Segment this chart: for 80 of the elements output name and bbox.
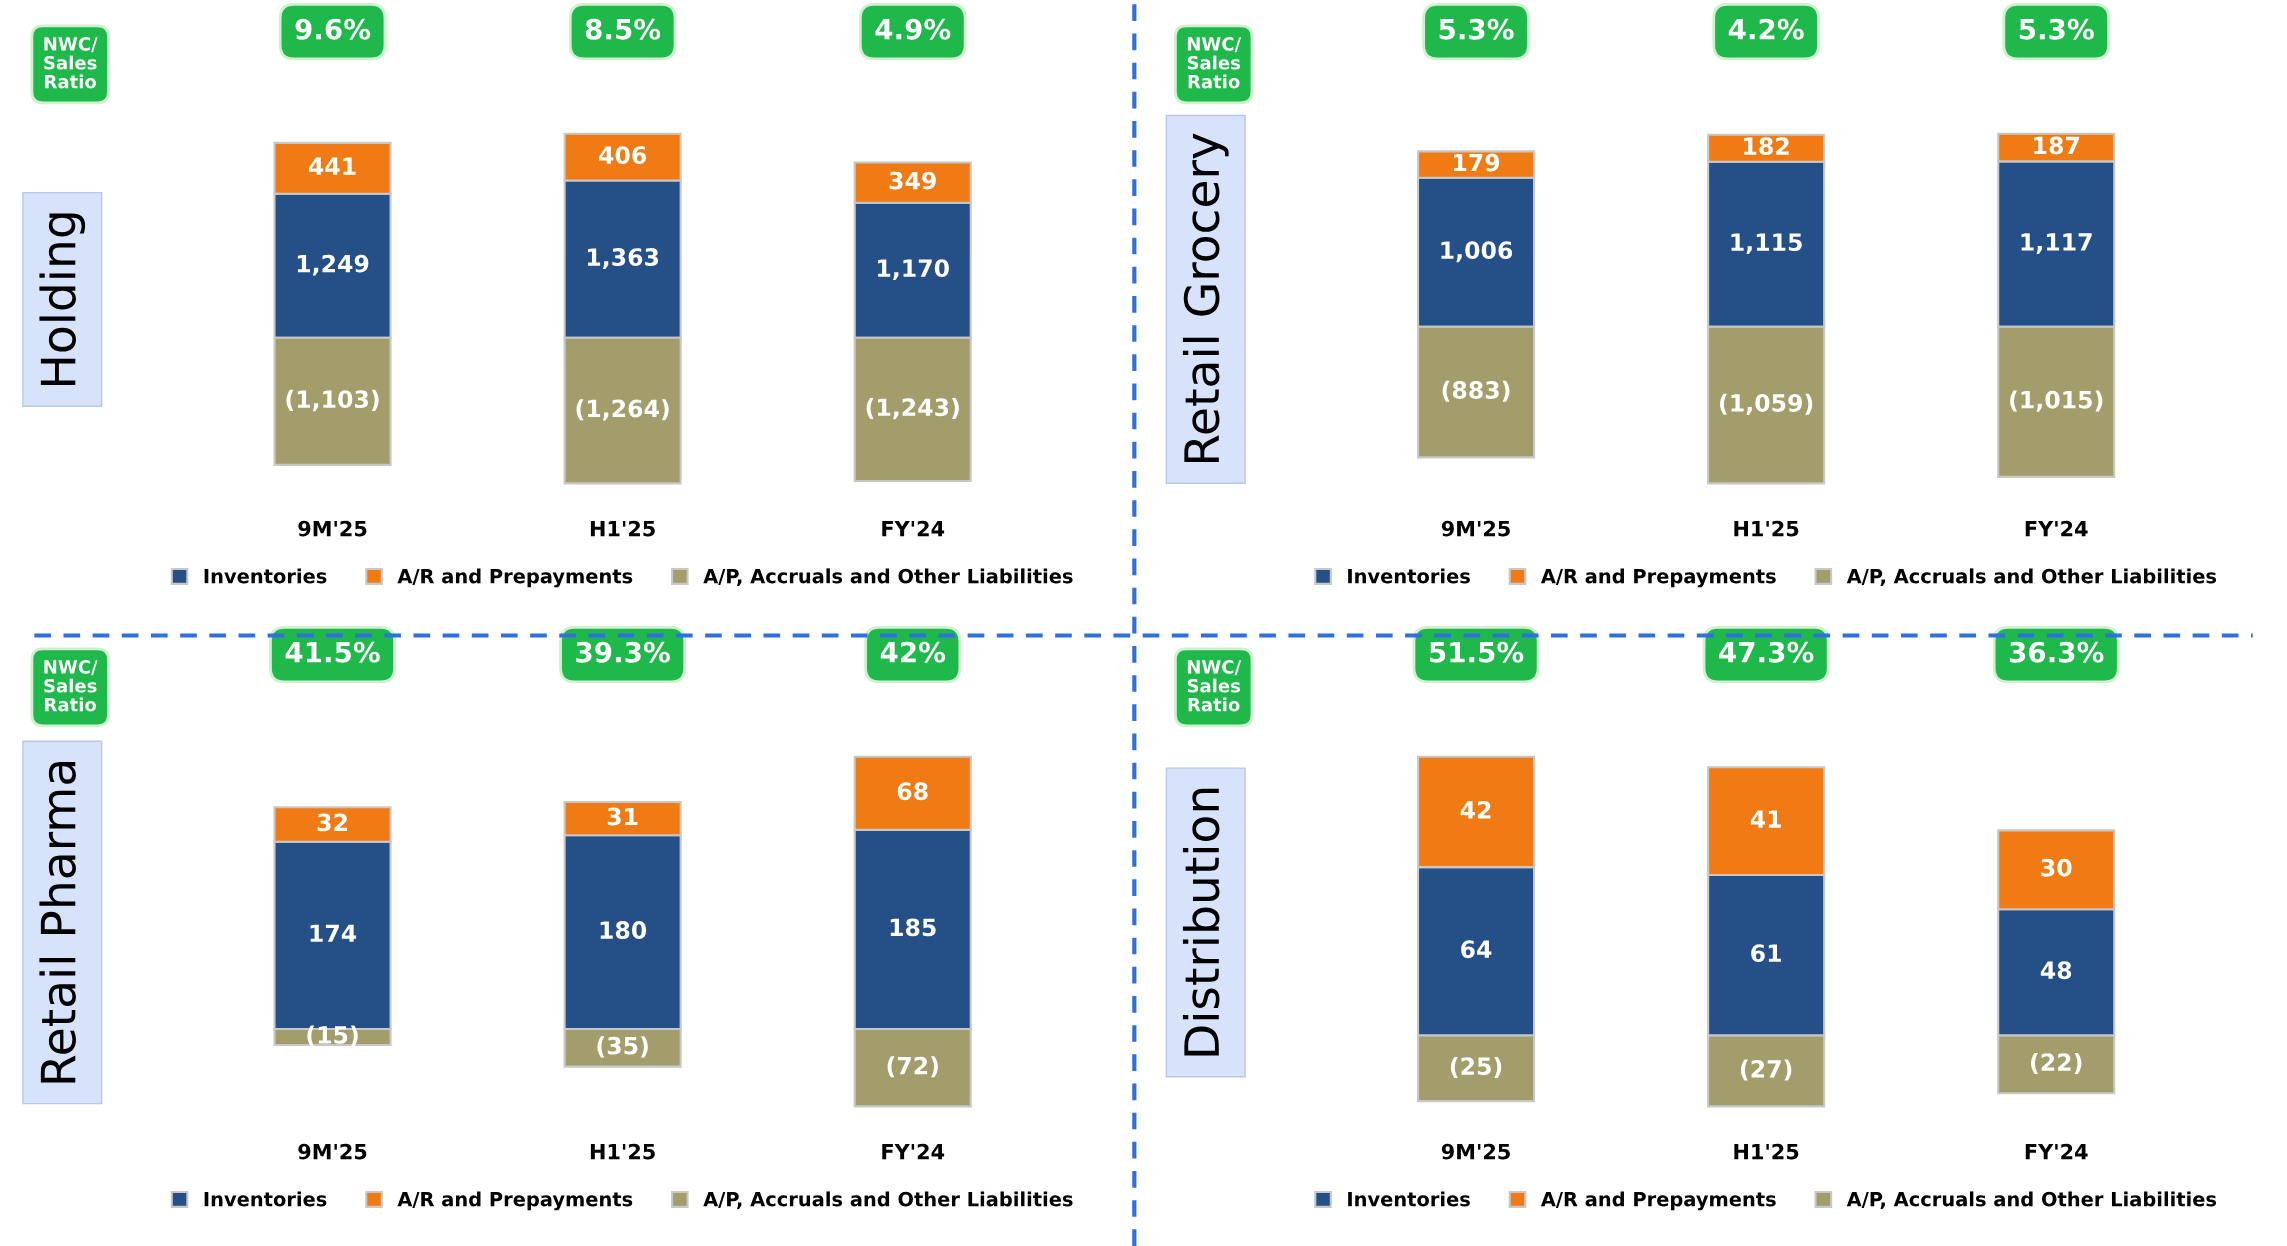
data-label: 185 [890,918,936,937]
data-label: 64 [1461,940,1492,959]
data-label: 42 [1460,800,1491,819]
data-label: 441 [308,157,356,175]
text: 39.3% [576,641,670,663]
data-label: (25) [1450,1056,1502,1078]
data-label: 180 [600,921,647,939]
legend-label: Inventories [204,1191,327,1207]
legend-label: A/P, Accruals and Other Liabilities [1846,1191,2217,1209]
data-label: 1,363 [587,248,659,269]
legend-label: Inventories [204,568,327,584]
data-label: 349 [889,171,936,190]
data-label: 30 [2041,858,2072,877]
legend-label: A/R and Prepayments [1540,1191,1776,1211]
data-label: 1,170 [878,259,949,281]
text: Retail Pharma [39,762,76,1083]
text: 5.3% [2019,18,2094,40]
data-label: 1,006 [1441,241,1513,263]
data-label: (27) [1740,1059,1792,1081]
data-label: 1,115 [1731,233,1802,255]
data-label: (883) [1442,380,1510,402]
text: NWC/ Sales Ratio [44,37,98,89]
data-label: 174 [310,924,357,942]
data-label: 406 [599,146,647,164]
data-label: 187 [2034,136,2079,155]
data-label: 41 [1750,810,1781,828]
data-label: 31 [607,807,638,826]
x-tick-label: H1'25 [1734,1143,1799,1160]
text: 9.6% [295,18,371,40]
text: 51.5% [1430,641,1524,663]
x-tick-label: 9M'25 [1441,1143,1510,1160]
text: 4.9% [875,18,951,40]
text: NWC/ Sales Ratio [1187,660,1242,712]
legend-label: A/R and Prepayments [397,1191,633,1211]
x-tick-label: FY'24 [2025,1143,2088,1160]
text: 42% [880,641,946,663]
data-label: (35) [597,1036,648,1058]
x-tick-label: 9M'25 [1441,520,1510,537]
x-tick-label: H1'25 [590,1143,655,1160]
x-tick-label: FY'24 [882,1143,945,1160]
data-label: (1,015) [2010,390,2103,412]
text: 47.3% [1719,641,1814,663]
legend-label: Inventories [1348,568,1470,584]
data-label: (15) [307,1025,358,1047]
text: 8.5% [585,18,661,40]
text: 4.2% [1728,18,1804,40]
x-tick-label: 9M'25 [298,1143,367,1160]
data-label: (1,264) [576,399,669,421]
data-label: (1,243) [866,397,959,420]
legend-label: A/P, Accruals and Other Liabilities [703,568,1073,586]
x-tick-label: H1'25 [590,520,655,537]
text: NWC/ Sales Ratio [1187,37,1242,89]
data-label: (22) [2031,1052,2082,1074]
data-label: (1,103) [286,389,379,412]
text: Holding [39,213,86,386]
text: Distribution [1182,788,1220,1056]
data-label: 179 [1454,153,1500,172]
data-label: 1,249 [297,254,369,276]
text: 5.3% [1439,18,1514,40]
data-label: 1,117 [2021,233,2092,254]
data-label: (1,059) [1720,393,1813,415]
legend-label: A/P, Accruals and Other Liabilities [703,1191,1073,1209]
data-label: 32 [317,813,347,832]
x-tick-label: FY'24 [882,520,945,537]
legend-label: Inventories [1348,1191,1470,1207]
text: 36.3% [2009,641,2104,663]
text: Retail Grocery [1182,133,1229,463]
data-label: 182 [1744,137,1789,156]
x-tick-label: FY'24 [2025,520,2088,537]
data-label: 48 [2040,961,2072,980]
data-label: 68 [897,782,928,801]
legend-label: A/R and Prepayments [397,568,633,588]
legend-label: A/P, Accruals and Other Liabilities [1846,568,2217,586]
text: NWC/ Sales Ratio [44,660,98,712]
x-tick-label: H1'25 [1734,520,1799,537]
text: 41.5% [285,641,380,663]
data-label: 61 [1751,944,1781,963]
x-tick-label: 9M'25 [298,520,367,537]
legend-label: A/R and Prepayments [1540,568,1776,588]
data-label: (72) [887,1056,938,1078]
